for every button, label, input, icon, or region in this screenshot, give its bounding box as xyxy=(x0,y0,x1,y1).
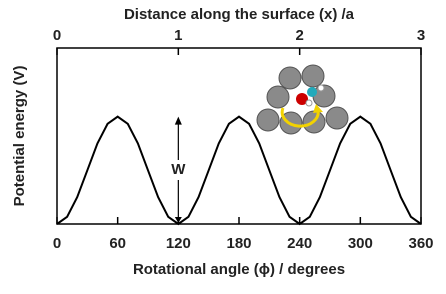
inset-molecule xyxy=(256,64,349,135)
x-tick-label: 0 xyxy=(53,235,61,252)
arrow-head xyxy=(174,116,182,125)
arrow-head xyxy=(174,217,182,223)
y-axis-title: Potential energy (V) xyxy=(11,66,28,207)
x-axis-title: Rotational angle (ϕ) / degrees xyxy=(133,261,345,278)
top-axis-title: Distance along the surface (x) /a xyxy=(124,6,355,23)
x2-tick-label: 3 xyxy=(417,27,425,44)
x-tick-label: 120 xyxy=(166,235,191,252)
x-tick-label: 360 xyxy=(408,235,433,252)
x2-tick-label: 1 xyxy=(174,27,182,44)
x2-tick-label: 0 xyxy=(53,27,61,44)
x-tick-label: 300 xyxy=(348,235,373,252)
x-tick-label: 60 xyxy=(109,235,126,252)
curve xyxy=(56,115,422,226)
annotation-bg xyxy=(170,160,187,180)
x-tick-label: 240 xyxy=(287,235,312,252)
plot-frame xyxy=(56,47,422,225)
x2-tick-label: 2 xyxy=(295,27,303,44)
annotation: W xyxy=(171,161,186,178)
x-tick-label: 180 xyxy=(226,235,251,252)
